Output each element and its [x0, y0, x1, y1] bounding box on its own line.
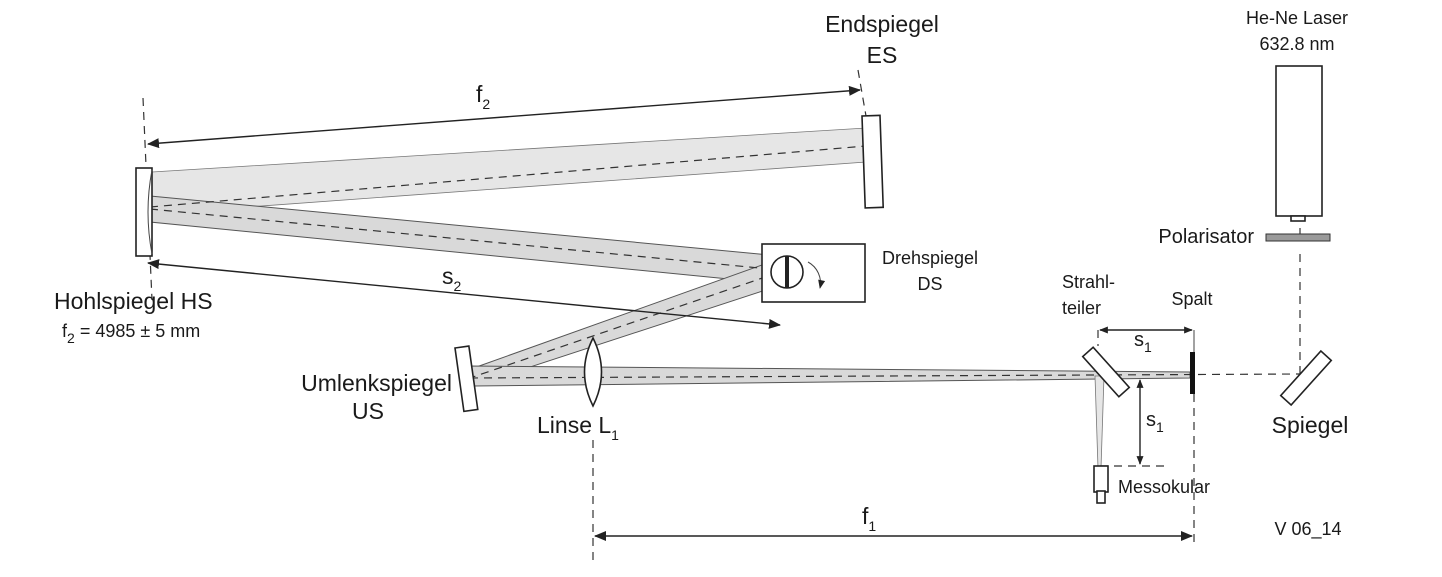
label-strahl: Strahl-	[1062, 272, 1115, 292]
beam-paths	[149, 127, 1191, 469]
label-f2: f2	[476, 81, 490, 112]
label-spiegel: Spiegel	[1272, 412, 1349, 438]
label-umlenkspiegel: Umlenkspiegel	[301, 370, 452, 396]
label-endspiegel: Endspiegel	[825, 11, 939, 37]
text-labels: Endspiegel ES He-Ne Laser 632.8 nm f2 Po…	[54, 8, 1348, 540]
drehspiegel	[761, 243, 866, 303]
label-messokular: Messokular	[1118, 477, 1210, 497]
beam-hs-ds	[149, 195, 781, 285]
strahlteiler	[1081, 346, 1131, 398]
label-polarisator: Polarisator	[1158, 226, 1254, 248]
umlenkspiegel-mirror-icon	[454, 345, 479, 413]
slit-icon	[1190, 352, 1195, 394]
spiegel	[1279, 349, 1333, 407]
polarisator	[1265, 233, 1331, 242]
label-ds: DS	[917, 274, 942, 294]
endspiegel-mirror-icon	[861, 114, 885, 209]
label-wavelength: 632.8 nm	[1259, 34, 1334, 54]
label-us: US	[352, 398, 384, 424]
beam-us-slit	[469, 365, 1191, 387]
label-s2: s2	[442, 263, 462, 294]
label-es: ES	[867, 42, 898, 68]
lens-icon	[583, 336, 603, 408]
spiegel-mirror-icon	[1279, 349, 1333, 407]
beamsplitter-icon	[1081, 346, 1131, 398]
label-hohlspiegel: Hohlspiegel HS	[54, 288, 213, 314]
label-linse: Linse L1	[537, 412, 619, 443]
label-f1: f1	[862, 503, 876, 534]
label-figure-id: V 06_14	[1274, 519, 1341, 540]
label-s1-vertical: s1	[1146, 409, 1164, 435]
hohlspiegel-mirror-icon	[135, 167, 153, 257]
beam-hs-es	[151, 127, 867, 215]
eyepiece-icon	[1093, 465, 1109, 493]
endspiegel	[861, 114, 885, 209]
label-drehspiegel: Drehspiegel	[882, 248, 978, 268]
label-s1-horizontal: s1	[1134, 329, 1152, 355]
spalt	[1190, 330, 1195, 394]
laser-tube-icon	[1275, 65, 1323, 217]
umlenkspiegel	[454, 345, 479, 413]
label-teiler: teiler	[1062, 298, 1101, 318]
hohlspiegel	[135, 167, 153, 257]
dimension-f2	[147, 85, 861, 149]
label-spalt: Spalt	[1171, 289, 1212, 309]
beam-bs-eyepiece	[1094, 375, 1105, 469]
messokular	[1093, 465, 1109, 504]
dimension-lines	[147, 85, 1193, 541]
label-laser: He-Ne Laser	[1246, 8, 1348, 28]
dimension-s2	[147, 259, 781, 329]
linse-l1	[583, 336, 603, 408]
polarizer-icon	[1265, 233, 1331, 242]
he-ne-laser	[1275, 65, 1323, 222]
label-f2-equation: f2 = 4985 ± 5 mm	[62, 321, 200, 346]
